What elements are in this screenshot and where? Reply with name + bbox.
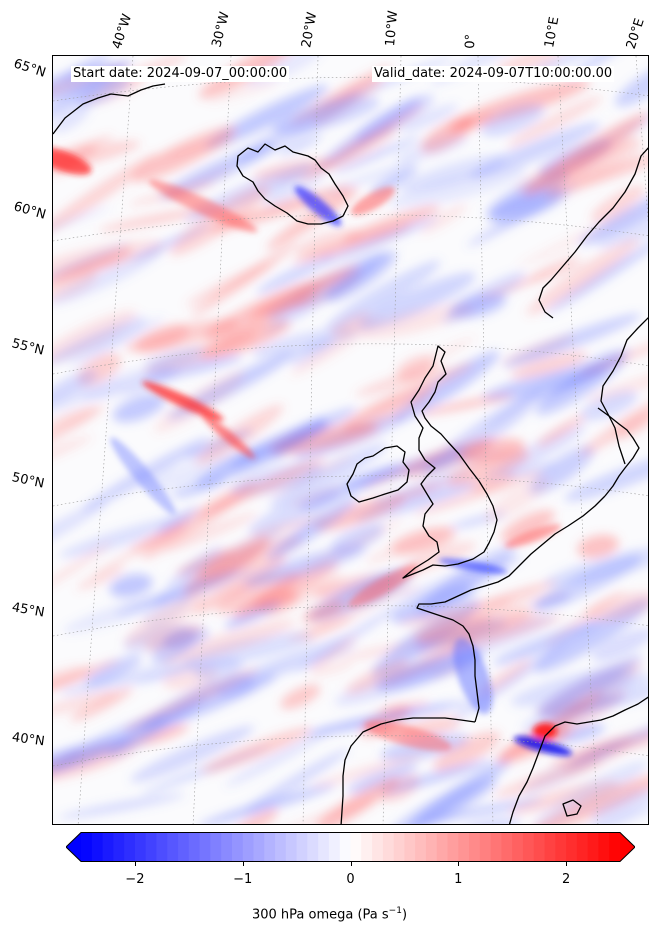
map-panel [52,55,649,825]
lat-lon-gridlines [53,56,648,824]
colorbar-tick-label: 1 [454,872,463,887]
lat-label-55n: 55°N [10,336,46,359]
colorbar-tick-label: −1 [233,872,253,887]
lon-label-0: 0° [463,33,479,49]
omega-field-contours [53,56,648,824]
colorbar-tick-mark [566,862,568,866]
lat-label-65n: 65°N [11,56,48,81]
lon-label-30w: 30°W [209,10,233,49]
lat-label-45n: 45°N [10,600,46,621]
lat-label-60n: 60°N [11,199,48,223]
colorbar-tick-label: 2 [561,872,571,887]
colorbar-label: 300 hPa omega (Pa s−1) [251,906,408,923]
lon-label-10w: 10°W [383,9,402,47]
colorbar-tick-mark [134,862,136,866]
colorbar-tick-label: 0 [346,872,355,887]
lon-label-40w: 40°W [109,12,136,51]
colorbar-tick-label: −2 [125,872,145,887]
lon-label-20w: 20°W [299,11,321,50]
colorbar [65,832,636,862]
coastlines [53,83,648,824]
lon-label-10e: 10°E [542,15,563,49]
lat-label-40n: 40°N [10,730,46,750]
omega-field-map [53,56,648,824]
start-date-label: Start date: 2024-09-07_00:00:00 [71,66,290,82]
colorbar-tick-mark [350,862,352,866]
colorbar-tick-mark [458,862,460,866]
lat-label-50n: 50°N [10,470,46,492]
valid-date-label: Valid_date: 2024-09-07T10:00:00.00 [372,66,615,82]
colorbar-tick-mark [242,862,244,866]
lon-label-20e: 20°E [623,16,648,51]
